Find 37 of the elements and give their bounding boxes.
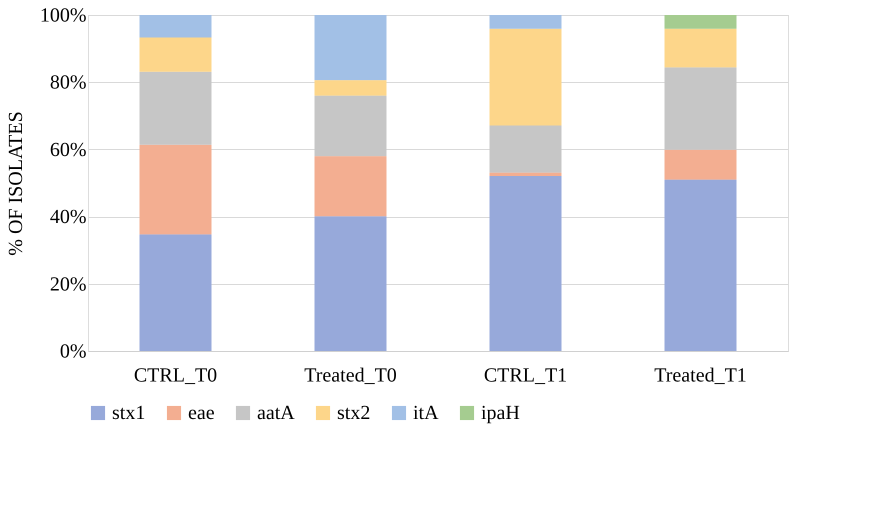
x-tick-label: Treated_T0 — [304, 364, 397, 386]
bar — [490, 28, 562, 126]
bar — [140, 15, 212, 38]
legend-label: stx2 — [337, 402, 370, 424]
x-tick-label: CTRL_T0 — [134, 364, 218, 386]
bar — [664, 15, 736, 29]
bar — [490, 126, 562, 173]
bar — [664, 28, 736, 68]
legend-label: ipaH — [481, 402, 520, 424]
bar — [490, 15, 562, 29]
y-axis-title: % OF ISOLATES — [4, 111, 27, 256]
legend-label: itA — [413, 402, 440, 424]
bar — [140, 72, 212, 145]
bar — [140, 234, 212, 351]
bar — [314, 15, 386, 80]
bar — [664, 150, 736, 180]
bar — [314, 156, 386, 216]
y-tick-label: 40% — [50, 206, 86, 228]
y-tick-label: 20% — [50, 273, 86, 296]
y-tick-label: 80% — [50, 72, 86, 94]
legend-label: eae — [188, 402, 215, 424]
y-tick-label: 100% — [40, 4, 86, 26]
legend-label: aatA — [257, 402, 296, 424]
bar — [314, 96, 386, 156]
bar — [314, 216, 386, 351]
bar — [140, 38, 212, 72]
y-tick-label: 0% — [60, 340, 86, 362]
bar — [664, 67, 736, 150]
x-tick-label: CTRL_T1 — [484, 364, 568, 386]
x-tick-label: Treated_T1 — [654, 364, 747, 386]
bar — [490, 172, 562, 176]
legend-label: stx1 — [112, 402, 146, 424]
bar — [314, 80, 386, 96]
bar — [140, 144, 212, 234]
y-tick-label: 60% — [50, 138, 86, 161]
bar — [490, 176, 562, 351]
bar — [664, 180, 736, 351]
